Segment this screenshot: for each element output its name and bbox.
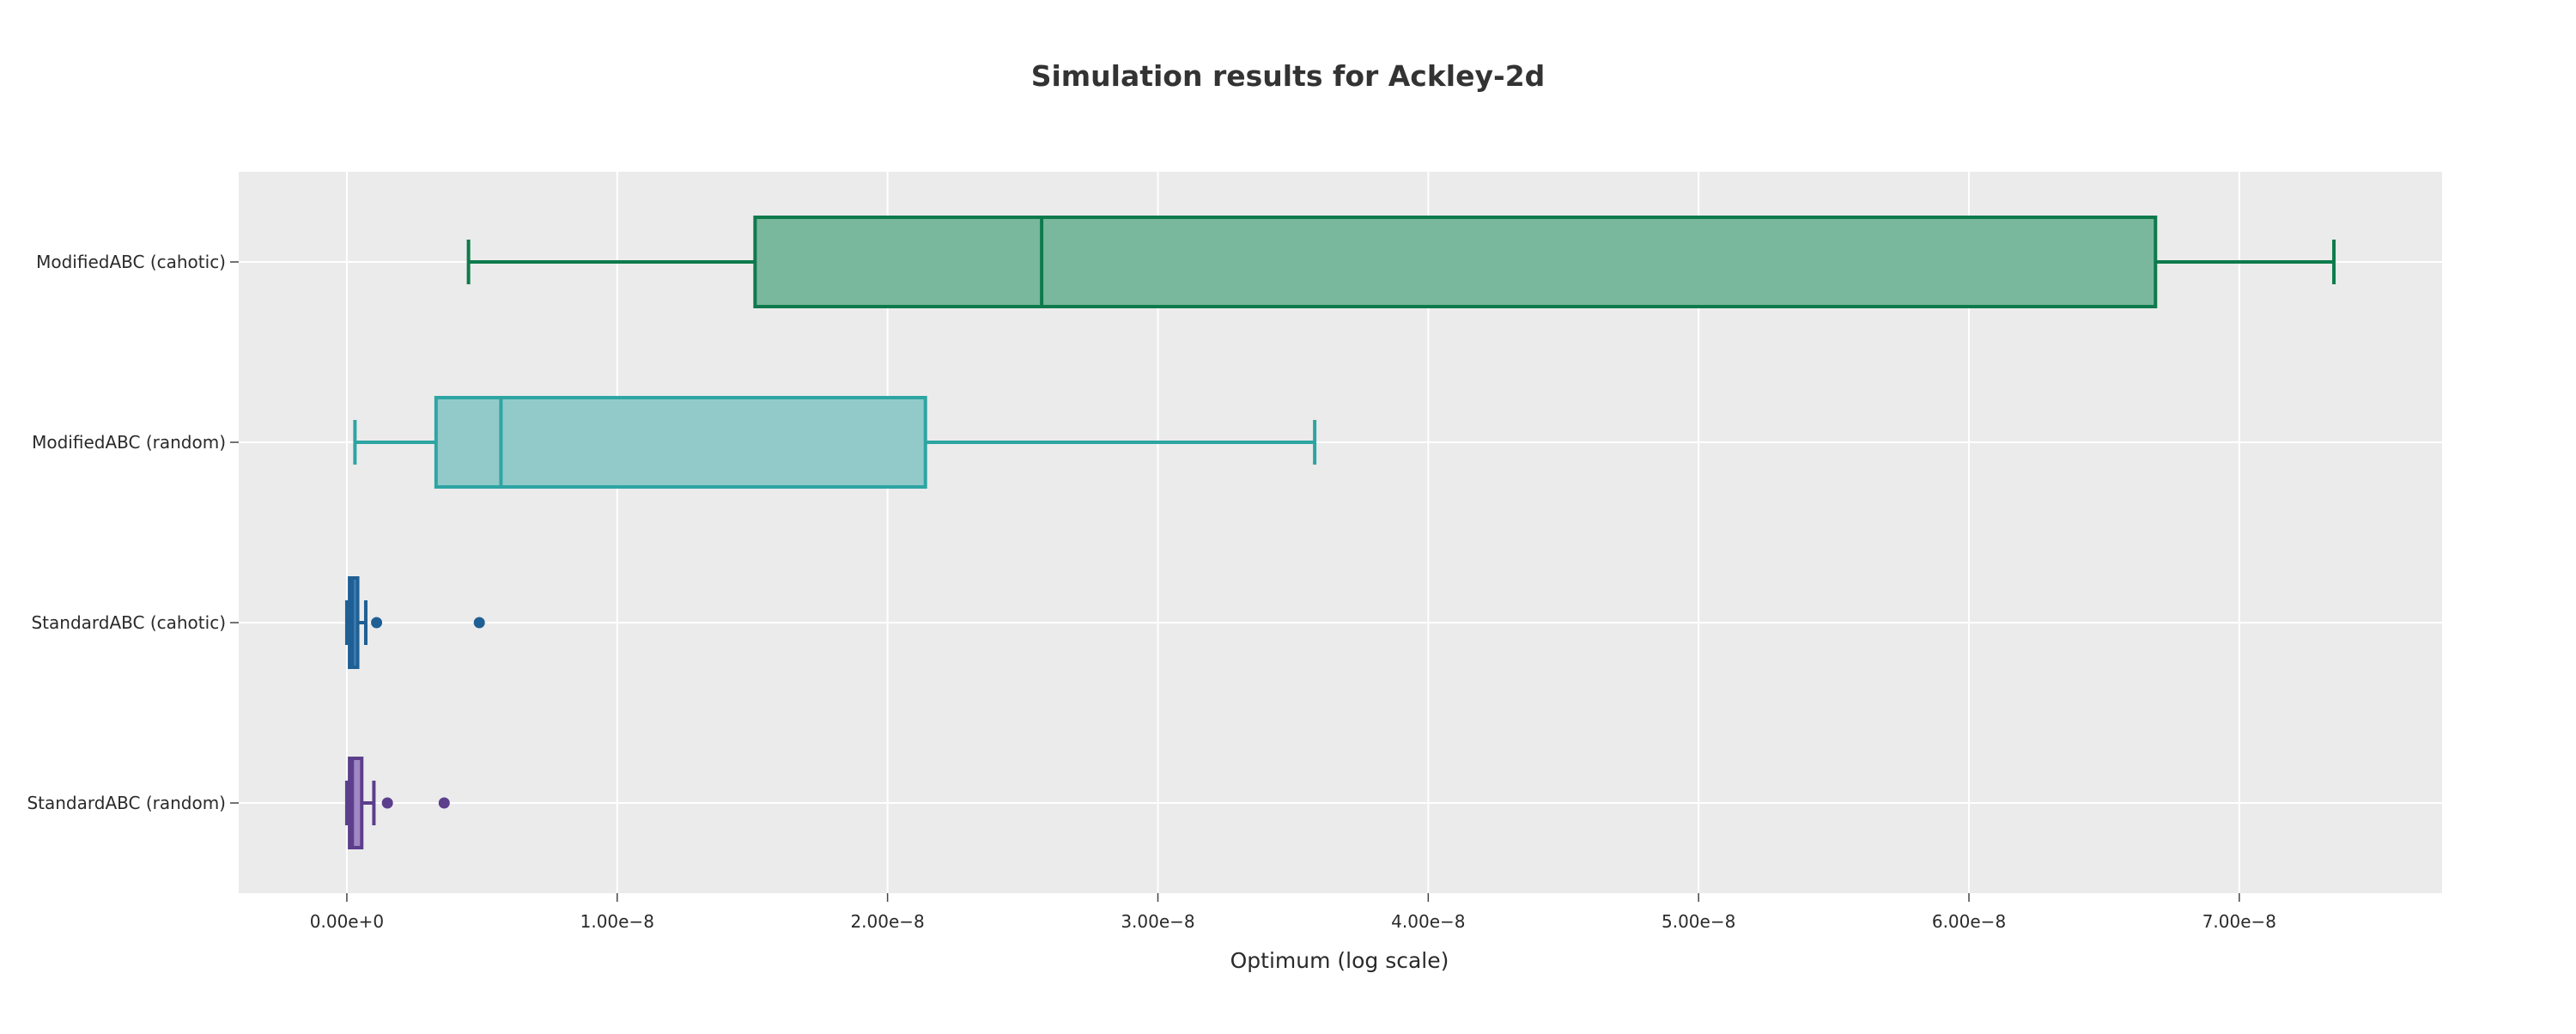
box-group — [353, 396, 1317, 489]
x-axis-title: Optimum (log scale) — [1230, 948, 1449, 973]
iqr-box — [434, 396, 927, 489]
x-axis-ticks: 0.00e+0 1.00e−8 2.00e−8 3.00e−8 4.00e−8 5.00e… — [310, 893, 2276, 932]
y-axis-categories: ModifiedABC (cahotic) ModifiedABC (random… — [27, 252, 239, 813]
y-category-label: ModifiedABC (cahotic) — [36, 252, 226, 272]
x-tick-label: 2.00e−8 — [850, 911, 924, 932]
y-category-label: StandardABC (random) — [27, 793, 226, 813]
x-tick-label: 1.00e−8 — [580, 911, 654, 932]
outlier-point — [438, 797, 450, 809]
box-group — [344, 757, 450, 849]
x-tick-label: 7.00e−8 — [2202, 911, 2276, 932]
box-group — [344, 576, 485, 669]
x-tick-label: 3.00e−8 — [1121, 911, 1194, 932]
x-tick-label: 4.00e−8 — [1391, 911, 1465, 932]
x-tick-label: 6.00e−8 — [1932, 911, 2006, 932]
x-tick-label: 0.00e+0 — [310, 911, 384, 932]
y-category-label: ModifiedABC (random) — [32, 432, 226, 453]
box-series — [344, 216, 2336, 849]
x-tick-label: 5.00e−8 — [1662, 911, 1735, 932]
outlier-point — [381, 797, 393, 809]
box-group — [466, 216, 2336, 308]
chart-title: Simulation results for Ackley-2d — [1031, 59, 1546, 93]
outlier-point — [473, 617, 485, 629]
y-category-label: StandardABC (cahotic) — [31, 612, 226, 633]
outlier-point — [371, 617, 383, 629]
iqr-box — [753, 216, 2158, 308]
